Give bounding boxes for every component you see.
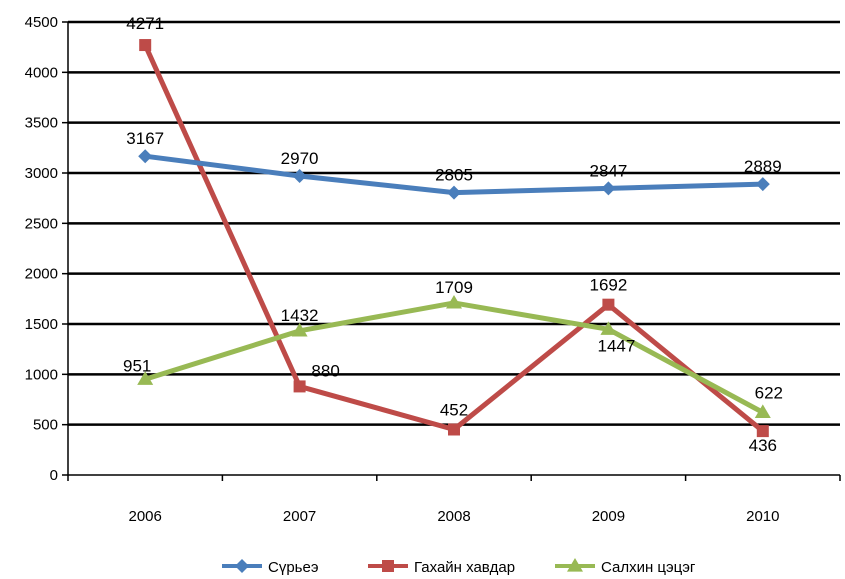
y-tick-label: 4000 bbox=[25, 64, 58, 81]
y-tick-label: 1500 bbox=[25, 316, 58, 333]
data-label: 2847 bbox=[589, 161, 627, 180]
data-label: 880 bbox=[311, 361, 339, 380]
data-point-marker bbox=[138, 149, 153, 164]
data-label: 3167 bbox=[126, 129, 164, 148]
y-tick-label: 2000 bbox=[25, 266, 58, 283]
x-tick-label: 2009 bbox=[592, 508, 625, 525]
y-tick-label: 500 bbox=[33, 417, 58, 434]
data-label: 2970 bbox=[281, 149, 319, 168]
data-point-marker bbox=[139, 39, 152, 52]
data-point-marker bbox=[601, 181, 616, 196]
data-point-marker bbox=[600, 321, 617, 335]
data-point-marker bbox=[293, 380, 306, 393]
data-labels: 3167 2970 2805 2847 2889 4271 880 452 1692 436 951… bbox=[123, 14, 783, 455]
data-label: 4271 bbox=[126, 14, 164, 33]
data-label: 2805 bbox=[435, 166, 473, 185]
gridlines bbox=[62, 20, 840, 476]
y-tick-labels: 0 500 1000 1500 2000 2500 3000 3500 4000 4500 bbox=[25, 14, 58, 484]
x-tick-label: 2008 bbox=[437, 508, 470, 525]
data-label: 622 bbox=[755, 383, 783, 402]
y-tick-label: 0 bbox=[50, 467, 58, 484]
legend-entry: Салхин цэцэг bbox=[601, 559, 696, 576]
y-tick-label: 1000 bbox=[25, 366, 58, 383]
data-point-marker bbox=[755, 177, 770, 192]
data-point-marker bbox=[292, 169, 307, 184]
data-point-marker bbox=[137, 371, 154, 385]
y-tick-label: 2500 bbox=[25, 215, 58, 232]
data-point-marker bbox=[754, 404, 771, 418]
y-tick-label: 3000 bbox=[25, 165, 58, 182]
legend-marker bbox=[235, 559, 249, 573]
x-tick-label: 2010 bbox=[746, 508, 779, 525]
x-tick-label: 2006 bbox=[129, 508, 162, 525]
data-label: 452 bbox=[440, 400, 468, 419]
legend-entry: Сүрьеэ bbox=[268, 559, 319, 576]
series-group bbox=[137, 39, 771, 438]
legend-marker bbox=[567, 558, 583, 572]
data-label: 1692 bbox=[589, 276, 627, 295]
legend-entry: Гахайн хавдар bbox=[414, 559, 515, 576]
data-label: 1432 bbox=[281, 306, 319, 325]
y-tick-label: 3500 bbox=[25, 115, 58, 132]
legend-marker bbox=[382, 560, 394, 572]
data-point-marker bbox=[448, 423, 460, 436]
data-point-marker bbox=[602, 298, 615, 311]
data-label: 1709 bbox=[435, 278, 473, 297]
x-tick-labels: 2006 2007 2008 2009 2010 bbox=[67, 475, 841, 525]
data-point-marker bbox=[756, 425, 769, 438]
data-point-marker bbox=[446, 294, 462, 309]
data-label: 2889 bbox=[744, 157, 782, 176]
data-label: 436 bbox=[749, 436, 777, 455]
data-label: 1447 bbox=[597, 336, 635, 355]
legend: Сүрьеэ Гахайн хавдар Салхин цэцэг bbox=[222, 558, 696, 576]
data-point-marker bbox=[447, 185, 461, 200]
data-label: 951 bbox=[123, 356, 151, 375]
data-point-marker bbox=[291, 322, 308, 337]
y-tick-label: 4500 bbox=[25, 14, 58, 31]
x-tick-label: 2007 bbox=[283, 508, 316, 525]
